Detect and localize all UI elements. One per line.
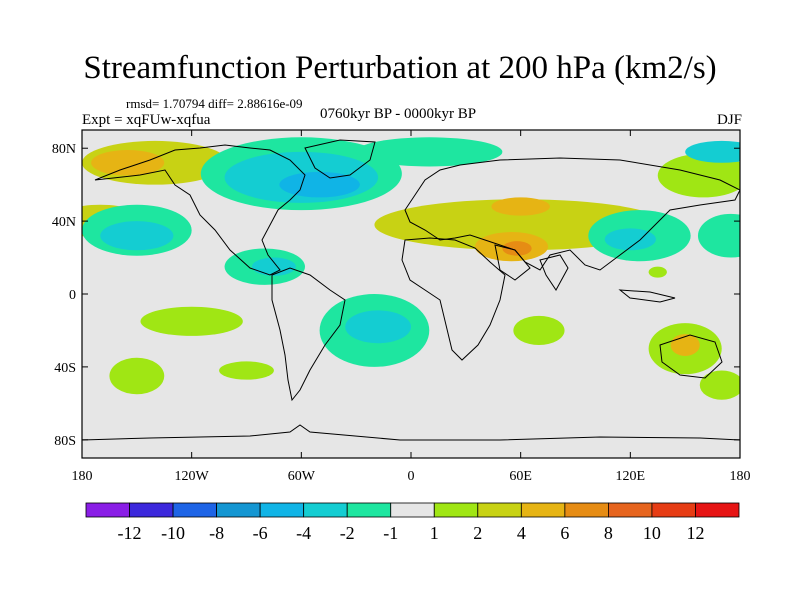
contour-region-22	[345, 310, 411, 344]
colorbar-swatch	[346, 502, 392, 518]
y-tick-label: 40N	[52, 215, 76, 230]
x-tick-label: 120E	[616, 469, 646, 484]
colorbar-label: 10	[643, 523, 661, 543]
contour-region-11	[685, 140, 740, 163]
contour-region-5	[356, 137, 503, 167]
colorbar-swatch	[651, 502, 696, 518]
chart-title: Streamfunction Perturbation at 200 hPa (…	[83, 50, 717, 86]
colorbar-swatch	[695, 502, 740, 518]
period-label: 0760kyr BP - 0000kyr BP	[320, 106, 477, 122]
colorbar-swatch	[216, 502, 261, 518]
contour-regions	[82, 137, 740, 400]
x-tick-label: 60E	[509, 469, 532, 484]
colorbar-label: 12	[686, 523, 704, 543]
contour-region-7	[491, 197, 550, 216]
contour-region-27	[219, 361, 274, 380]
colorbar-label: -4	[296, 523, 311, 543]
colorbar-label: 8	[604, 523, 613, 543]
colorbar-swatch	[85, 502, 130, 518]
colorbar-swatch	[564, 502, 609, 518]
contour-region-25	[670, 334, 700, 356]
x-tick-label: 0	[408, 469, 415, 484]
y-tick-label: 80N	[52, 142, 76, 157]
season-label: DJF	[716, 112, 742, 128]
contour-region-14	[100, 221, 174, 251]
x-axis: 180 120W 60W 0 60E 120E 180	[72, 130, 751, 484]
colorbar-swatch	[477, 502, 522, 518]
y-axis: 80N 40N 0 40S 80S	[52, 142, 740, 449]
colorbar: -12 -10 -8 -6 -4 -2 -1 1 2 4 6 8 10 12	[85, 502, 740, 543]
colorbar-label: -10	[161, 523, 185, 543]
contour-region-23	[513, 315, 565, 346]
colorbar-label: -6	[253, 523, 268, 543]
colorbar-swatch	[129, 502, 174, 518]
colorbar-swatch	[390, 502, 435, 518]
contour-region-19	[697, 213, 740, 258]
y-tick-label: 80S	[54, 434, 76, 449]
colorbar-swatch	[433, 502, 479, 518]
contour-region-9	[502, 241, 532, 256]
colorbar-label: -2	[340, 523, 355, 543]
y-tick-label: 40S	[54, 361, 76, 376]
contour-region-16	[251, 257, 296, 276]
stats-text: rmsd= 1.70794 diff= 2.88616e-09	[126, 96, 303, 111]
x-tick-label: 180	[730, 469, 751, 484]
colorbar-label: -8	[209, 523, 224, 543]
x-tick-label: 60W	[288, 469, 316, 484]
colorbar-label: 1	[430, 523, 439, 543]
experiment-label: Expt = xqFUw-xqfua	[82, 112, 211, 128]
x-tick-label: 180	[72, 469, 93, 484]
x-tick-label: 120W	[175, 469, 210, 484]
colorbar-swatch	[608, 502, 653, 518]
colorbar-swatch	[303, 502, 348, 518]
contour-region-18	[604, 228, 656, 251]
colorbar-swatch	[259, 502, 305, 518]
colorbar-label: 2	[473, 523, 482, 543]
contour-region-1	[91, 150, 165, 176]
contour-region-20	[140, 306, 243, 336]
colorbar-label: -1	[383, 523, 398, 543]
contour-region-29	[648, 266, 667, 278]
colorbar-label: 4	[517, 523, 526, 543]
colorbar-swatch	[172, 502, 217, 518]
contour-region-26	[109, 357, 165, 395]
y-tick-label: 0	[69, 288, 76, 303]
coastlines	[82, 139, 740, 441]
contour-region-28	[699, 370, 740, 400]
colorbar-label: 6	[560, 523, 569, 543]
colorbar-swatch	[520, 502, 566, 518]
plot-background	[82, 130, 740, 458]
contour-region-10	[657, 153, 740, 198]
colorbar-label: -12	[118, 523, 142, 543]
